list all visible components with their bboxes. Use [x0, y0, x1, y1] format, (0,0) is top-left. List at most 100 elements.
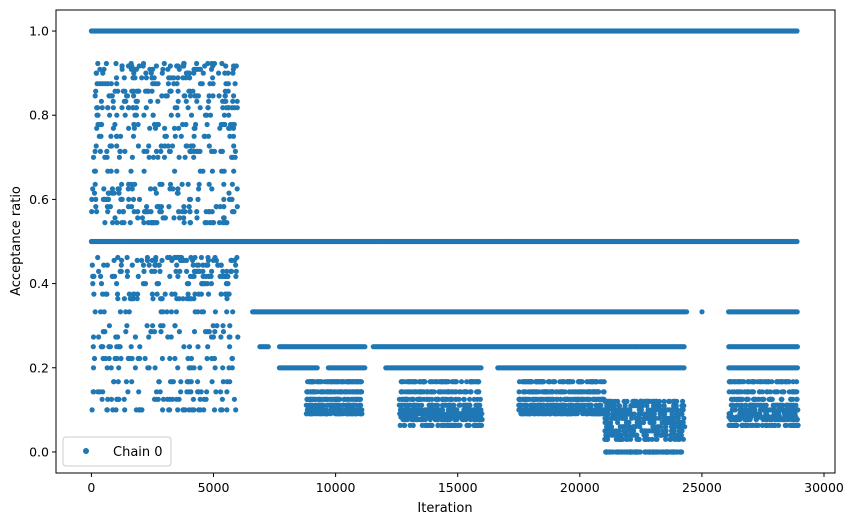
data-point	[168, 112, 174, 118]
data-point	[333, 389, 339, 395]
data-point	[730, 402, 736, 408]
data-point	[173, 309, 179, 315]
data-point	[431, 389, 437, 395]
data-point	[94, 209, 100, 215]
data-point	[673, 424, 679, 430]
data-point	[794, 344, 801, 350]
data-point	[101, 262, 107, 268]
data-point	[478, 365, 484, 371]
data-point	[130, 133, 137, 139]
data-point	[190, 396, 196, 402]
data-point	[602, 415, 608, 421]
data-point	[126, 125, 132, 131]
data-point	[577, 402, 583, 408]
data-point	[92, 309, 98, 315]
data-point	[146, 262, 152, 268]
data-point	[451, 402, 457, 408]
data-point	[172, 323, 178, 329]
data-point	[681, 365, 687, 371]
data-point	[122, 112, 128, 118]
data-point	[209, 220, 215, 226]
data-point	[116, 365, 122, 371]
data-point	[747, 379, 753, 385]
data-point	[207, 112, 214, 118]
data-point	[184, 143, 190, 149]
data-point	[775, 422, 782, 428]
data-point	[132, 75, 138, 81]
data-point	[558, 411, 564, 417]
data-point	[427, 379, 433, 385]
data-point	[308, 402, 314, 408]
data-point	[145, 88, 152, 94]
data-point	[95, 60, 101, 67]
data-point	[757, 379, 763, 385]
data-point	[91, 355, 98, 362]
data-point	[135, 143, 141, 149]
data-point	[97, 148, 103, 154]
data-point	[454, 416, 460, 423]
data-point	[122, 407, 128, 413]
data-point	[597, 379, 603, 385]
data-point	[666, 398, 672, 404]
data-point	[161, 154, 168, 160]
data-point	[92, 93, 98, 99]
data-point	[405, 396, 411, 402]
data-point	[159, 257, 165, 263]
data-point	[604, 424, 610, 430]
data-point	[167, 181, 174, 187]
data-point	[177, 268, 183, 274]
data-point	[209, 379, 215, 385]
data-point	[648, 415, 654, 421]
data-point	[220, 323, 226, 329]
data-point	[196, 389, 202, 395]
data-point	[618, 436, 624, 442]
data-point	[562, 389, 568, 395]
data-point	[231, 121, 237, 128]
data-point	[653, 415, 659, 421]
data-point	[209, 209, 215, 215]
data-point	[215, 262, 221, 268]
data-point	[760, 402, 767, 408]
data-point	[528, 379, 534, 385]
data-point	[210, 81, 216, 87]
data-point	[343, 389, 349, 395]
data-point	[152, 262, 158, 268]
data-point	[172, 133, 178, 139]
data-point	[362, 365, 368, 371]
data-point	[115, 186, 121, 192]
data-point	[146, 365, 152, 371]
data-point	[187, 196, 194, 202]
data-point	[172, 291, 178, 297]
data-point	[447, 396, 453, 402]
data-point	[200, 262, 206, 268]
data-point	[105, 81, 111, 87]
data-point	[94, 81, 100, 87]
data-point	[114, 133, 120, 139]
data-point	[176, 329, 182, 335]
data-point	[419, 402, 425, 408]
data-point	[186, 281, 192, 287]
data-point	[114, 281, 120, 287]
data-point	[132, 365, 138, 371]
data-point	[130, 105, 136, 111]
data-point	[152, 365, 158, 371]
data-point	[147, 125, 153, 131]
data-point	[588, 402, 594, 408]
data-point	[158, 309, 164, 315]
data-point	[119, 105, 125, 111]
data-point	[186, 204, 192, 210]
data-point	[152, 257, 159, 263]
data-point	[209, 355, 215, 362]
data-point	[126, 181, 132, 187]
data-point	[594, 389, 600, 395]
data-point	[571, 389, 578, 395]
data-point	[191, 329, 198, 335]
data-point	[533, 379, 539, 385]
data-point	[230, 309, 236, 315]
data-point	[194, 98, 200, 104]
data-point	[416, 389, 422, 395]
data-point	[403, 407, 409, 413]
data-point	[562, 396, 568, 402]
data-point	[144, 323, 150, 329]
